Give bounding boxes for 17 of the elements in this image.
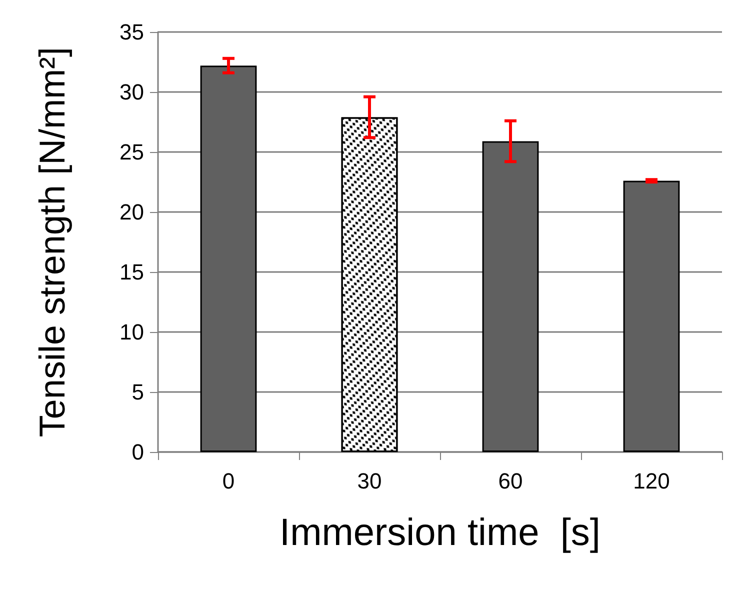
bar xyxy=(623,180,680,452)
y-tick-label: 15 xyxy=(120,260,144,284)
y-tick-label: 0 xyxy=(132,440,144,464)
y-tick-label: 35 xyxy=(120,20,144,44)
y-tick-label: 5 xyxy=(132,380,144,404)
y-tick-label: 30 xyxy=(120,80,144,104)
bar xyxy=(200,66,257,452)
x-tick-label: 0 xyxy=(222,468,235,494)
x-axis-title: Immersion time [s] xyxy=(280,512,600,554)
x-tick-label: 120 xyxy=(633,468,670,494)
y-tick-label: 25 xyxy=(120,140,144,164)
bar xyxy=(482,141,539,452)
x-tick-label: 30 xyxy=(357,468,382,494)
y-tick-label: 20 xyxy=(120,200,144,224)
y-tick-label: 10 xyxy=(120,320,144,344)
x-tick-label: 60 xyxy=(498,468,523,494)
y-axis-title: Tensile strength [N/mm²] xyxy=(32,46,72,438)
